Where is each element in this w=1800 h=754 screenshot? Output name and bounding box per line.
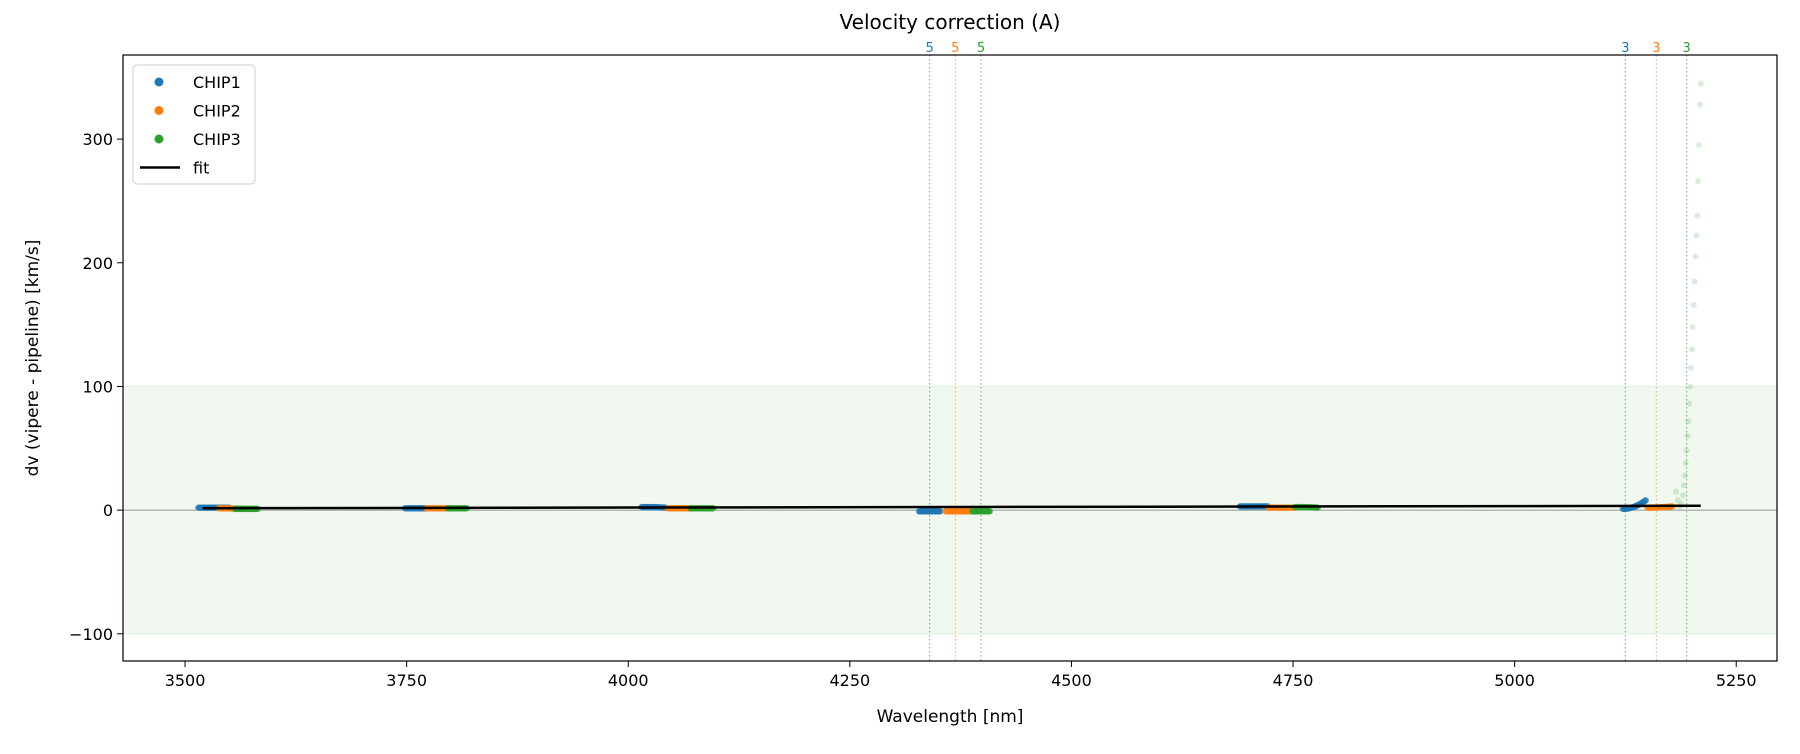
outlier-point-chip3 xyxy=(1691,278,1698,285)
outlier-point-chip3 xyxy=(1674,497,1681,504)
data-point-chip3 xyxy=(986,508,994,515)
outlier-point-chip3 xyxy=(1694,212,1701,219)
y-tick-label: −100 xyxy=(69,625,113,644)
outlier-point-chip3 xyxy=(1686,400,1693,407)
outlier-point-chip3 xyxy=(1681,472,1688,479)
chart-title: Velocity correction (A) xyxy=(840,10,1061,34)
x-tick-label: 5250 xyxy=(1716,671,1757,690)
legend-label-fit: fit xyxy=(193,159,209,178)
x-tick-label: 5000 xyxy=(1494,671,1535,690)
outlier-point-chip3 xyxy=(1687,383,1694,390)
legend-label-chip3: CHIP3 xyxy=(193,130,241,149)
outlier-point-chip3 xyxy=(1685,418,1692,425)
fit-line xyxy=(202,504,1701,510)
outlier-point-chip3 xyxy=(1688,346,1695,353)
data-point-chip1 xyxy=(1642,497,1650,504)
marker-label: 5 xyxy=(977,41,985,56)
y-tick-label: 300 xyxy=(82,130,113,149)
outlier-point-chip3 xyxy=(1684,432,1691,439)
y-tick-label: 200 xyxy=(82,254,113,273)
x-tick-label: 3500 xyxy=(165,671,206,690)
outlier-point-chip3 xyxy=(1672,488,1679,495)
legend-label-chip2: CHIP2 xyxy=(193,102,241,121)
legend-label-chip1: CHIP1 xyxy=(193,73,241,92)
x-tick-label: 4250 xyxy=(829,671,870,690)
outlier-point-chip3 xyxy=(1689,324,1696,331)
y-tick-label: 0 xyxy=(103,501,113,520)
legend-marker-chip2 xyxy=(154,106,164,115)
outlier-point-chip3 xyxy=(1688,364,1695,371)
x-tick-label: 3750 xyxy=(386,671,427,690)
x-tick-label: 4500 xyxy=(1051,671,1092,690)
marker-label: 3 xyxy=(1682,41,1690,56)
marker-label: 3 xyxy=(1652,41,1660,56)
outlier-point-chip3 xyxy=(1683,447,1690,454)
plot-area: 5 5 5 3 3 3 3500 3750 4000 4250 4500 4750 5000 5250 −1… xyxy=(69,41,1778,690)
y-axis-label: dv (vipere - pipeline) [km/s] xyxy=(23,240,43,477)
x-tick-label: 4750 xyxy=(1273,671,1314,690)
marker-label: 5 xyxy=(951,41,959,56)
legend-marker-chip1 xyxy=(154,77,164,87)
x-tick-label: 4000 xyxy=(608,671,649,690)
axes-frame xyxy=(122,54,1778,662)
x-axis-label: Wavelength [nm] xyxy=(877,707,1024,727)
outlier-point-chip3 xyxy=(1690,301,1697,308)
outlier-point-chip3 xyxy=(1682,460,1689,467)
data-point-chip1 xyxy=(937,508,944,515)
marker-label: 5 xyxy=(925,41,933,56)
legend-marker-chip3 xyxy=(154,134,164,144)
y-tick-label: 100 xyxy=(82,377,113,396)
legend: CHIP1 CHIP2 CHIP3 fit xyxy=(132,64,256,185)
outlier-point-chip3 xyxy=(1696,101,1703,108)
legend-box xyxy=(132,64,256,185)
marker-label: 3 xyxy=(1621,41,1629,56)
outlier-point-chip3 xyxy=(1695,178,1702,185)
outlier-point-chip3 xyxy=(1680,482,1687,489)
outlier-point-chip3 xyxy=(1680,492,1687,499)
outlier-point-chip3 xyxy=(1695,142,1702,149)
outlier-point-chip3 xyxy=(1692,253,1699,260)
outlier-point-chip3 xyxy=(1693,232,1700,239)
outlier-point-chip3 xyxy=(1697,80,1704,87)
